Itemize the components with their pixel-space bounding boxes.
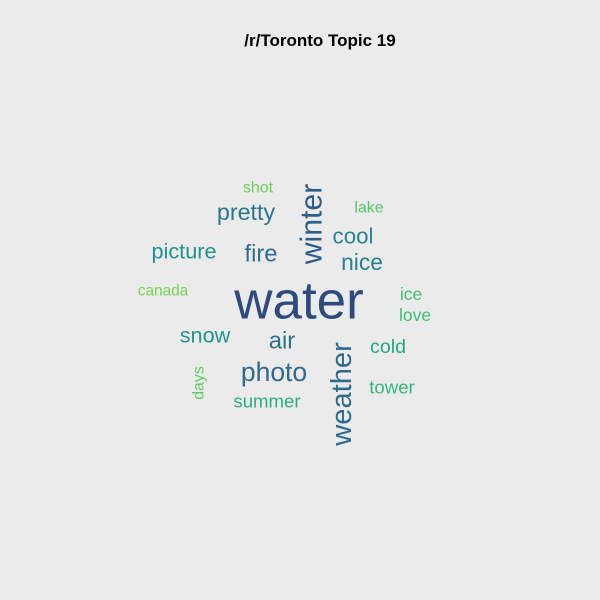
word-tower: tower (369, 377, 414, 398)
word-love: love (399, 305, 431, 325)
chart-title: /r/Toronto Topic 19 (244, 31, 396, 50)
word-snow: snow (180, 323, 231, 348)
word-winter: winter (296, 184, 329, 266)
word-canada: canada (138, 283, 189, 300)
word-days: days (191, 366, 208, 400)
word-pretty: pretty (217, 199, 276, 225)
word-cold: cold (370, 336, 406, 358)
word-summer: summer (233, 391, 300, 412)
word-lake: lake (354, 200, 383, 217)
word-cool: cool (333, 224, 374, 249)
word-shot: shot (243, 180, 274, 197)
word-picture: picture (151, 239, 216, 264)
word-weather: weather (326, 342, 358, 447)
word-fire: fire (244, 241, 277, 268)
word-air: air (269, 328, 296, 355)
word-nice: nice (341, 249, 383, 275)
word-ice: ice (400, 284, 422, 304)
word-water: water (233, 272, 364, 331)
word-photo: photo (241, 357, 307, 387)
